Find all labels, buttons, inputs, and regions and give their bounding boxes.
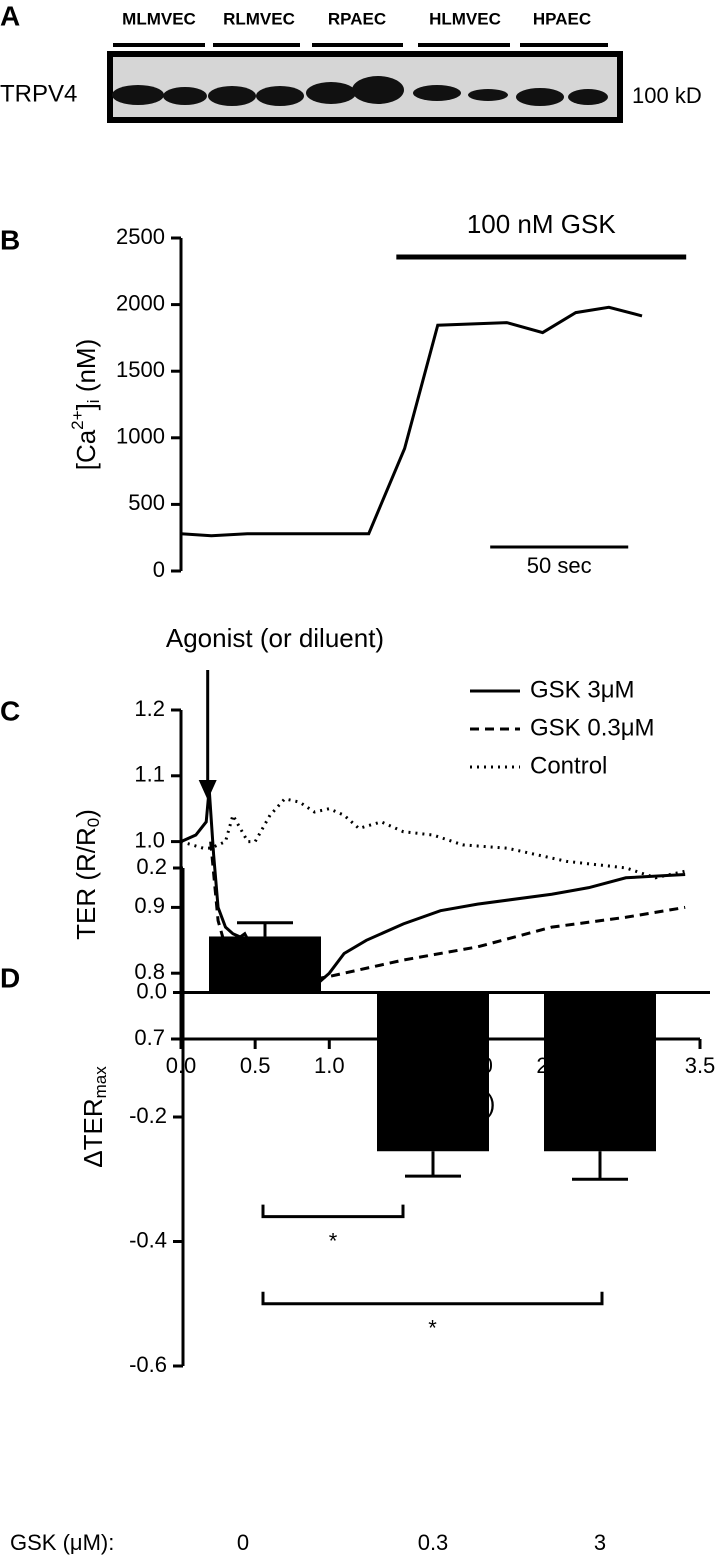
y-tick-label: 0.8 [134,959,165,984]
y-tick-label: 0.2 [136,854,167,879]
y-axis-label-part: [Ca [71,429,101,470]
x-axis-label: GSK (μM): [10,1530,114,1555]
x-tick-label: 1.0 [314,1053,345,1078]
y-axis-label-part: 2+ [68,410,87,429]
y-tick-label: -0.2 [129,1103,167,1128]
lane-label: RLMVEC [223,9,295,28]
y-axis-label-part: 0 [84,818,103,827]
lane-label: HPAEC [533,9,591,28]
lane-label: MLMVEC [122,9,196,28]
bar [209,936,321,993]
significance-bracket [261,1291,604,1306]
range-label: 50 sec [527,553,592,578]
y-axis-label-part: max [91,1066,110,1099]
lane-label: HLMVEC [429,9,501,28]
y-tick-label: 1.2 [134,696,165,721]
panel-label: C [0,695,20,726]
y-axis-label-part: ) [71,809,101,818]
y-axis-label-part: TER (R/R [71,827,101,940]
significance-bracket [261,1204,405,1219]
y-tick-label: 2000 [116,290,165,315]
y-axis-label-part: ] [71,403,101,410]
panel-label: A [0,0,20,31]
x-tick-label: 0.3 [418,1530,449,1555]
y-axis-label-part: (nM) [71,339,101,400]
y-axis-label: [Ca2+]i (nM) [68,339,103,471]
panel-label: D [0,962,20,993]
y-tick-label: 1.1 [134,762,165,787]
legend-label: Control [530,752,607,779]
annotation: Agonist (or diluent) [166,623,384,653]
legend-label: GSK 3μM [530,676,635,703]
line [180,797,686,880]
x-tick-label: 0 [237,1530,249,1555]
y-tick-label: 500 [128,490,165,515]
arrow-head [198,780,217,800]
lane-label: RPAEC [328,9,386,28]
y-tick-label: -0.6 [129,1352,167,1377]
range-label: 100 nM GSK [467,209,617,239]
significance-label: * [428,1316,437,1341]
panel-label: B [0,224,20,255]
y-tick-label: 0.7 [134,1025,165,1050]
x-tick-label: 3.5 [685,1053,716,1078]
legend-label: GSK 0.3μM [530,714,655,741]
y-axis-label-part: ΔTER [78,1098,108,1167]
significance-label: * [329,1228,338,1253]
bar [544,992,656,1152]
y-axis-label: ΔTERmax [78,1066,111,1168]
x-tick-label: 3 [594,1530,606,1555]
x-tick-label: 0.0 [166,1053,197,1078]
y-tick-label: 0 [153,557,165,582]
bands [112,76,608,106]
y-tick-label: -0.4 [129,1227,167,1252]
line [180,305,643,538]
size-label: 100 kD [632,83,702,108]
bar [377,992,489,1152]
y-tick-label: 1000 [116,424,165,449]
protein-label: TRPV4 [0,80,77,107]
y-axis-label-part: i [84,399,103,403]
y-tick-label: 1500 [116,357,165,382]
y-tick-label: 2500 [116,224,165,249]
y-tick-label: 1.0 [134,827,165,852]
y-tick-label: 0.0 [136,978,167,1003]
y-axis-label: TER (R/R0) [71,809,104,940]
x-tick-label: 0.5 [240,1053,271,1078]
y-tick-label: 0.9 [134,893,165,918]
